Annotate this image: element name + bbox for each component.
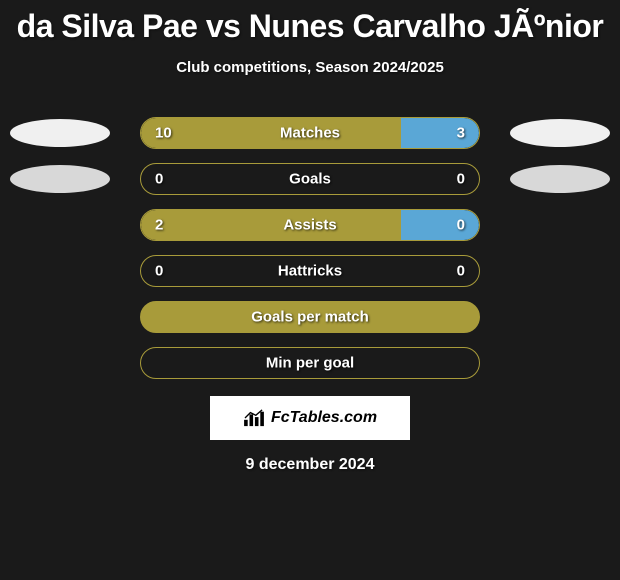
stat-bar: Hattricks 0 0	[140, 255, 480, 287]
stat-value-right: 3	[457, 125, 465, 142]
stat-label: Assists	[283, 217, 336, 234]
brand-badge: FcTables.com	[210, 396, 410, 440]
stat-row: Min per goal	[0, 340, 620, 386]
bar-left-segment	[141, 118, 401, 148]
stat-value-right: 0	[457, 217, 465, 234]
player-left-marker	[10, 165, 110, 193]
date-label: 9 december 2024	[0, 456, 620, 474]
player-right-marker	[510, 119, 610, 147]
bar-left-segment	[141, 210, 401, 240]
stat-bar: Matches 10 3	[140, 117, 480, 149]
player-right-marker	[510, 165, 610, 193]
bar-right-segment	[401, 210, 479, 240]
comparison-chart: Matches103Goals00Assists20Hattricks00Goa…	[0, 110, 620, 386]
stat-row: Goals per match	[0, 294, 620, 340]
stat-value-left: 0	[155, 263, 163, 280]
stat-row: Goals 0 0	[0, 156, 620, 202]
bar-right-segment	[401, 118, 479, 148]
player-left-marker	[10, 119, 110, 147]
stat-value-right: 0	[457, 263, 465, 280]
stat-bar: Goals per match	[140, 301, 480, 333]
stat-label: Matches	[280, 125, 340, 142]
stat-row: Hattricks 0 0	[0, 248, 620, 294]
stat-bar: Min per goal	[140, 347, 480, 379]
stat-label: Goals per match	[251, 309, 369, 326]
subtitle: Club competitions, Season 2024/2025	[0, 59, 620, 76]
page-title: da Silva Pae vs Nunes Carvalho JÃºnior	[0, 0, 620, 45]
stat-row: Assists 2 0	[0, 202, 620, 248]
stat-label: Hattricks	[278, 263, 342, 280]
stat-value-right: 0	[457, 171, 465, 188]
brand-text: FcTables.com	[271, 409, 377, 427]
stat-bar: Assists 2 0	[140, 209, 480, 241]
chart-icon	[243, 409, 265, 427]
stat-value-left: 2	[155, 217, 163, 234]
stat-value-left: 10	[155, 125, 172, 142]
stat-label: Goals	[289, 171, 331, 188]
stat-label: Min per goal	[266, 355, 354, 372]
stat-bar: Goals 0 0	[140, 163, 480, 195]
stat-value-left: 0	[155, 171, 163, 188]
stat-row: Matches 10 3	[0, 110, 620, 156]
